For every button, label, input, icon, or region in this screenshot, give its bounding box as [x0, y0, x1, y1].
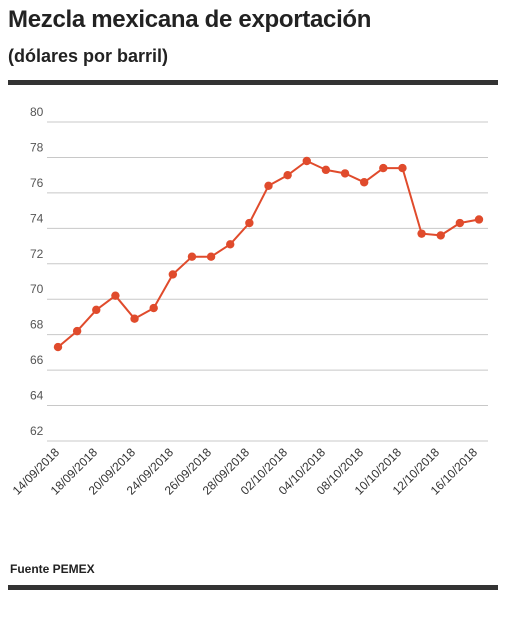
data-point [111, 291, 120, 300]
data-point [264, 181, 273, 190]
y-tick-label: 68 [30, 318, 44, 332]
data-point [474, 215, 484, 224]
y-tick-label: 72 [30, 247, 44, 261]
y-tick-label: 78 [30, 140, 44, 154]
chart-subtitle: (dólares por barril) [8, 46, 169, 66]
data-point [379, 163, 388, 173]
data-point [321, 165, 331, 175]
y-tick-label: 62 [30, 424, 44, 438]
data-point [187, 252, 197, 261]
data-point [168, 270, 178, 279]
data-point [72, 326, 82, 336]
y-tick-label: 66 [30, 353, 44, 367]
data-point [245, 218, 254, 228]
data-point [455, 218, 465, 228]
data-point [340, 169, 350, 178]
chart-title: Mezcla mexicana de exportación [8, 6, 372, 33]
data-point [206, 252, 216, 261]
data-point [226, 240, 235, 249]
data-point [436, 231, 445, 240]
y-tick-label: 76 [30, 176, 44, 190]
data-point [302, 156, 311, 166]
data-point [417, 229, 426, 238]
data-point [398, 163, 407, 173]
x-axis-ticks: 14/09/201818/09/201820/09/201824/09/2018… [10, 445, 481, 498]
line-chart: 62 64 66 68 70 72 74 76 78 80 14/09/201818/09/201… [10, 105, 488, 498]
source-note: Fuente PEMEX [10, 562, 95, 576]
grid-lines [47, 121, 488, 442]
y-tick-label: 80 [30, 105, 44, 119]
data-point [92, 305, 101, 315]
data-point [130, 314, 139, 323]
data-point [53, 342, 63, 352]
data-point [149, 303, 158, 313]
bottom-rule [8, 585, 498, 590]
top-rule [8, 80, 498, 85]
data-point [359, 178, 369, 187]
y-tick-label: 74 [30, 211, 44, 225]
data-point [283, 170, 292, 180]
series-layer [53, 156, 484, 352]
y-tick-label: 70 [30, 282, 44, 296]
y-tick-label: 64 [30, 389, 44, 403]
y-axis-ticks: 62 64 66 68 70 72 74 76 78 80 [30, 105, 44, 438]
